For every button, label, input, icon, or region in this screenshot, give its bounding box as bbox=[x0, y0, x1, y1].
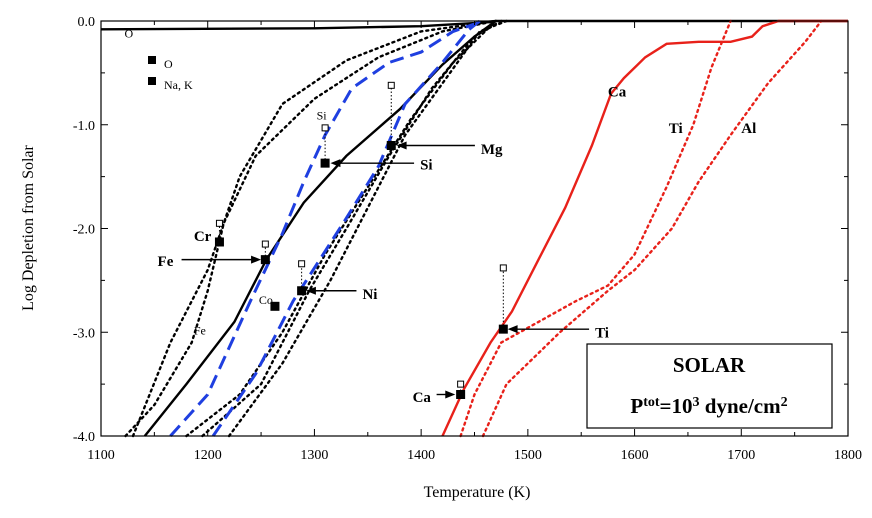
arrow-head-mg bbox=[396, 141, 407, 150]
arrow-label-ti: Ti bbox=[595, 325, 609, 341]
arrow-label-mg: Mg bbox=[481, 142, 503, 158]
series-line-cr-3 bbox=[131, 19, 497, 438]
arrow-head-ca bbox=[445, 390, 456, 399]
filled-marker-ca bbox=[456, 390, 466, 399]
series-line-ni-5 bbox=[201, 19, 503, 438]
curve-label-ca: Ca bbox=[608, 85, 627, 101]
arrow-label-cr: Cr bbox=[194, 229, 212, 245]
filled-marker-si bbox=[320, 158, 330, 168]
x-tick-label: 1200 bbox=[194, 448, 222, 463]
series-line-mg-8 bbox=[211, 19, 481, 437]
series-line-ti-10 bbox=[459, 19, 732, 438]
filled-marker-fe bbox=[260, 255, 270, 265]
x-tick-label: 1500 bbox=[514, 448, 542, 463]
box-pressure: Ptot=103 dyne/cm2 bbox=[630, 394, 787, 418]
open-marker-ti bbox=[499, 264, 507, 272]
open-marker-ni bbox=[298, 260, 306, 268]
y-tick-label: -1.0 bbox=[73, 119, 95, 134]
series-line-fe-2 bbox=[124, 19, 497, 438]
legend-marker bbox=[148, 77, 156, 85]
filled-marker-ti bbox=[498, 324, 508, 334]
axis-ticks: 1100 1200 1300 1400 1500 1600 1700 1800 0.0 -1.0 -… bbox=[73, 15, 862, 463]
x-tick-label: 1100 bbox=[87, 448, 114, 463]
filled-marker-mg bbox=[386, 141, 396, 150]
annotations: O Si Fe Co Ca Ti Al Cr Fe Ni Si Mg Ti Ca bbox=[124, 27, 756, 406]
curve-label-fe: Fe bbox=[194, 323, 206, 337]
series-line-al-11 bbox=[481, 19, 823, 438]
x-tick-label: 1300 bbox=[300, 448, 328, 463]
x-tick-label: 1600 bbox=[621, 448, 649, 463]
arrow-label-ca: Ca bbox=[413, 390, 432, 406]
open-marker-cr bbox=[215, 219, 223, 227]
curve-label-co: Co bbox=[259, 293, 273, 307]
curve-label-al: Al bbox=[741, 121, 756, 137]
arrow-head-ni bbox=[305, 286, 316, 295]
curve-label-o: O bbox=[124, 27, 133, 41]
open-marker-si bbox=[321, 124, 329, 132]
series-line-si-7 bbox=[169, 22, 475, 438]
y-tick-label: 0.0 bbox=[78, 15, 96, 30]
data-markers bbox=[214, 81, 508, 399]
x-tick-label: 1400 bbox=[407, 448, 435, 463]
arrow-label-fe: Fe bbox=[158, 254, 174, 270]
arrow-label-si: Si bbox=[420, 157, 433, 173]
legend-marker bbox=[148, 56, 156, 64]
arrow-head-ti bbox=[507, 325, 518, 334]
open-marker-ca bbox=[457, 380, 465, 388]
box-title: SOLAR bbox=[673, 353, 746, 377]
open-marker-mg bbox=[387, 81, 395, 89]
y-tick-label: -4.0 bbox=[73, 430, 95, 445]
legend-label: Na, K bbox=[164, 78, 193, 92]
curve-label-si: Si bbox=[317, 109, 328, 123]
series-line-mg-6 bbox=[227, 19, 508, 438]
series-line-fe-1 bbox=[143, 20, 497, 437]
y-tick-label: -2.0 bbox=[73, 223, 95, 238]
filled-marker-ni bbox=[297, 286, 307, 296]
filled-marker-cr bbox=[214, 237, 224, 247]
open-marker-fe bbox=[261, 240, 269, 248]
x-tick-label: 1700 bbox=[727, 448, 755, 463]
condition-box-frame bbox=[586, 343, 833, 429]
x-axis-label: Temperature (K) bbox=[424, 484, 531, 501]
arrow-label-ni: Ni bbox=[362, 287, 377, 303]
legend: O Na, K bbox=[148, 56, 193, 92]
series-line-ca-9 bbox=[441, 19, 848, 437]
arrow-head-fe bbox=[251, 255, 262, 264]
filled-marker-co bbox=[270, 301, 280, 311]
legend-label: O bbox=[164, 57, 173, 71]
y-tick-label: -3.0 bbox=[73, 326, 95, 341]
x-tick-label: 1800 bbox=[834, 448, 862, 463]
arrow-head-si bbox=[330, 159, 341, 168]
condition-box: SOLAR Ptot=103 dyne/cm2 bbox=[586, 343, 833, 429]
curve-label-ti: Ti bbox=[669, 121, 683, 137]
y-axis-label: Log Depletion from Solar bbox=[20, 144, 37, 310]
